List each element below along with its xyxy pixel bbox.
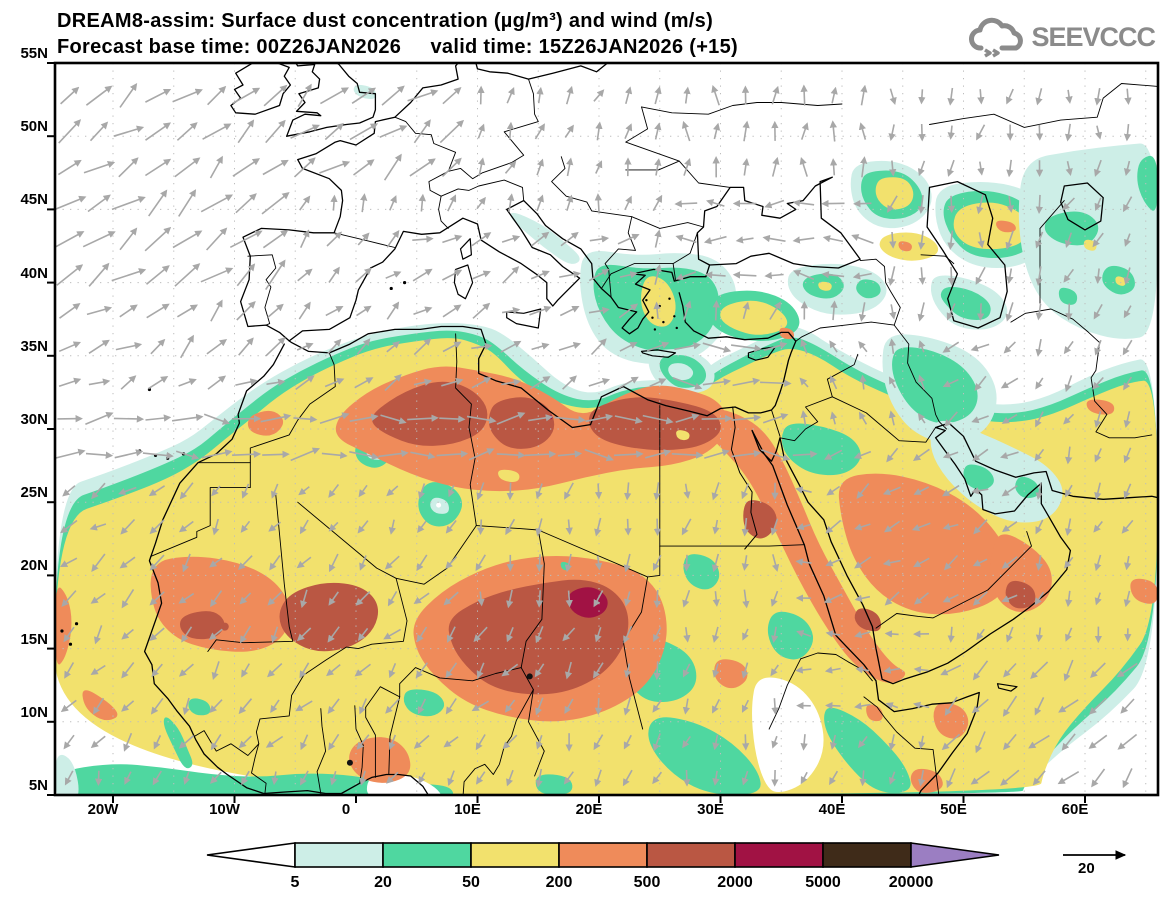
colorbar-value-label: 2000	[717, 874, 753, 891]
lon-tick-label: 30E	[697, 801, 724, 818]
wind-reference-arrow	[1063, 850, 1127, 860]
logo-text: SEEVCCC	[1031, 21, 1156, 52]
colorbar-value-label: 5	[290, 874, 300, 891]
lon-tick-label: 0	[341, 801, 351, 818]
lon-tick-label: 20E	[575, 801, 603, 818]
lat-tick-label: 10N	[20, 703, 48, 721]
page-title: DREAM8-assim: Surface dust concentration…	[57, 8, 738, 60]
lat-tick-label: 15N	[20, 630, 48, 648]
lat-tick-label: 55N	[20, 45, 48, 62]
colorbar-value-label: 200	[545, 874, 573, 891]
title-line-1: DREAM8-assim: Surface dust concentration…	[57, 10, 714, 32]
lat-tick-label: 5N	[28, 777, 48, 794]
lat-tick-label: 35N	[20, 337, 48, 355]
lat-tick-label: 45N	[20, 191, 48, 209]
lon-tick-label: 20W	[87, 801, 119, 818]
seevccc-logo: SEEVCCC	[967, 14, 1156, 60]
title-line-2: Forecast base time: 00Z26JAN2026 valid t…	[57, 36, 738, 58]
cloud-icon	[967, 14, 1027, 60]
lon-tick-label: 10W	[209, 801, 240, 818]
colorbar	[206, 842, 1000, 868]
lat-tick-label: 20N	[20, 557, 48, 575]
lon-tick-label: 60E	[1061, 801, 1089, 818]
lon-tick-label: 10E	[454, 801, 481, 818]
wind-reference-value: 20	[1078, 860, 1095, 877]
colorbar-value-label: 50	[462, 874, 480, 891]
colorbar-value-label: 500	[633, 874, 661, 891]
colorbar-value-label: 20000	[888, 874, 934, 891]
colorbar-value-label: 20	[374, 874, 392, 891]
colorbar-value-label: 5000	[805, 874, 841, 891]
dust-concentration-map	[47, 61, 1160, 803]
lon-tick-label: 50E	[940, 801, 967, 818]
lat-tick-label: 50N	[20, 118, 48, 136]
lat-tick-label: 30N	[20, 411, 48, 428]
lon-tick-label: 40E	[818, 801, 846, 818]
lat-tick-label: 25N	[20, 484, 48, 502]
lat-tick-label: 40N	[20, 264, 48, 282]
